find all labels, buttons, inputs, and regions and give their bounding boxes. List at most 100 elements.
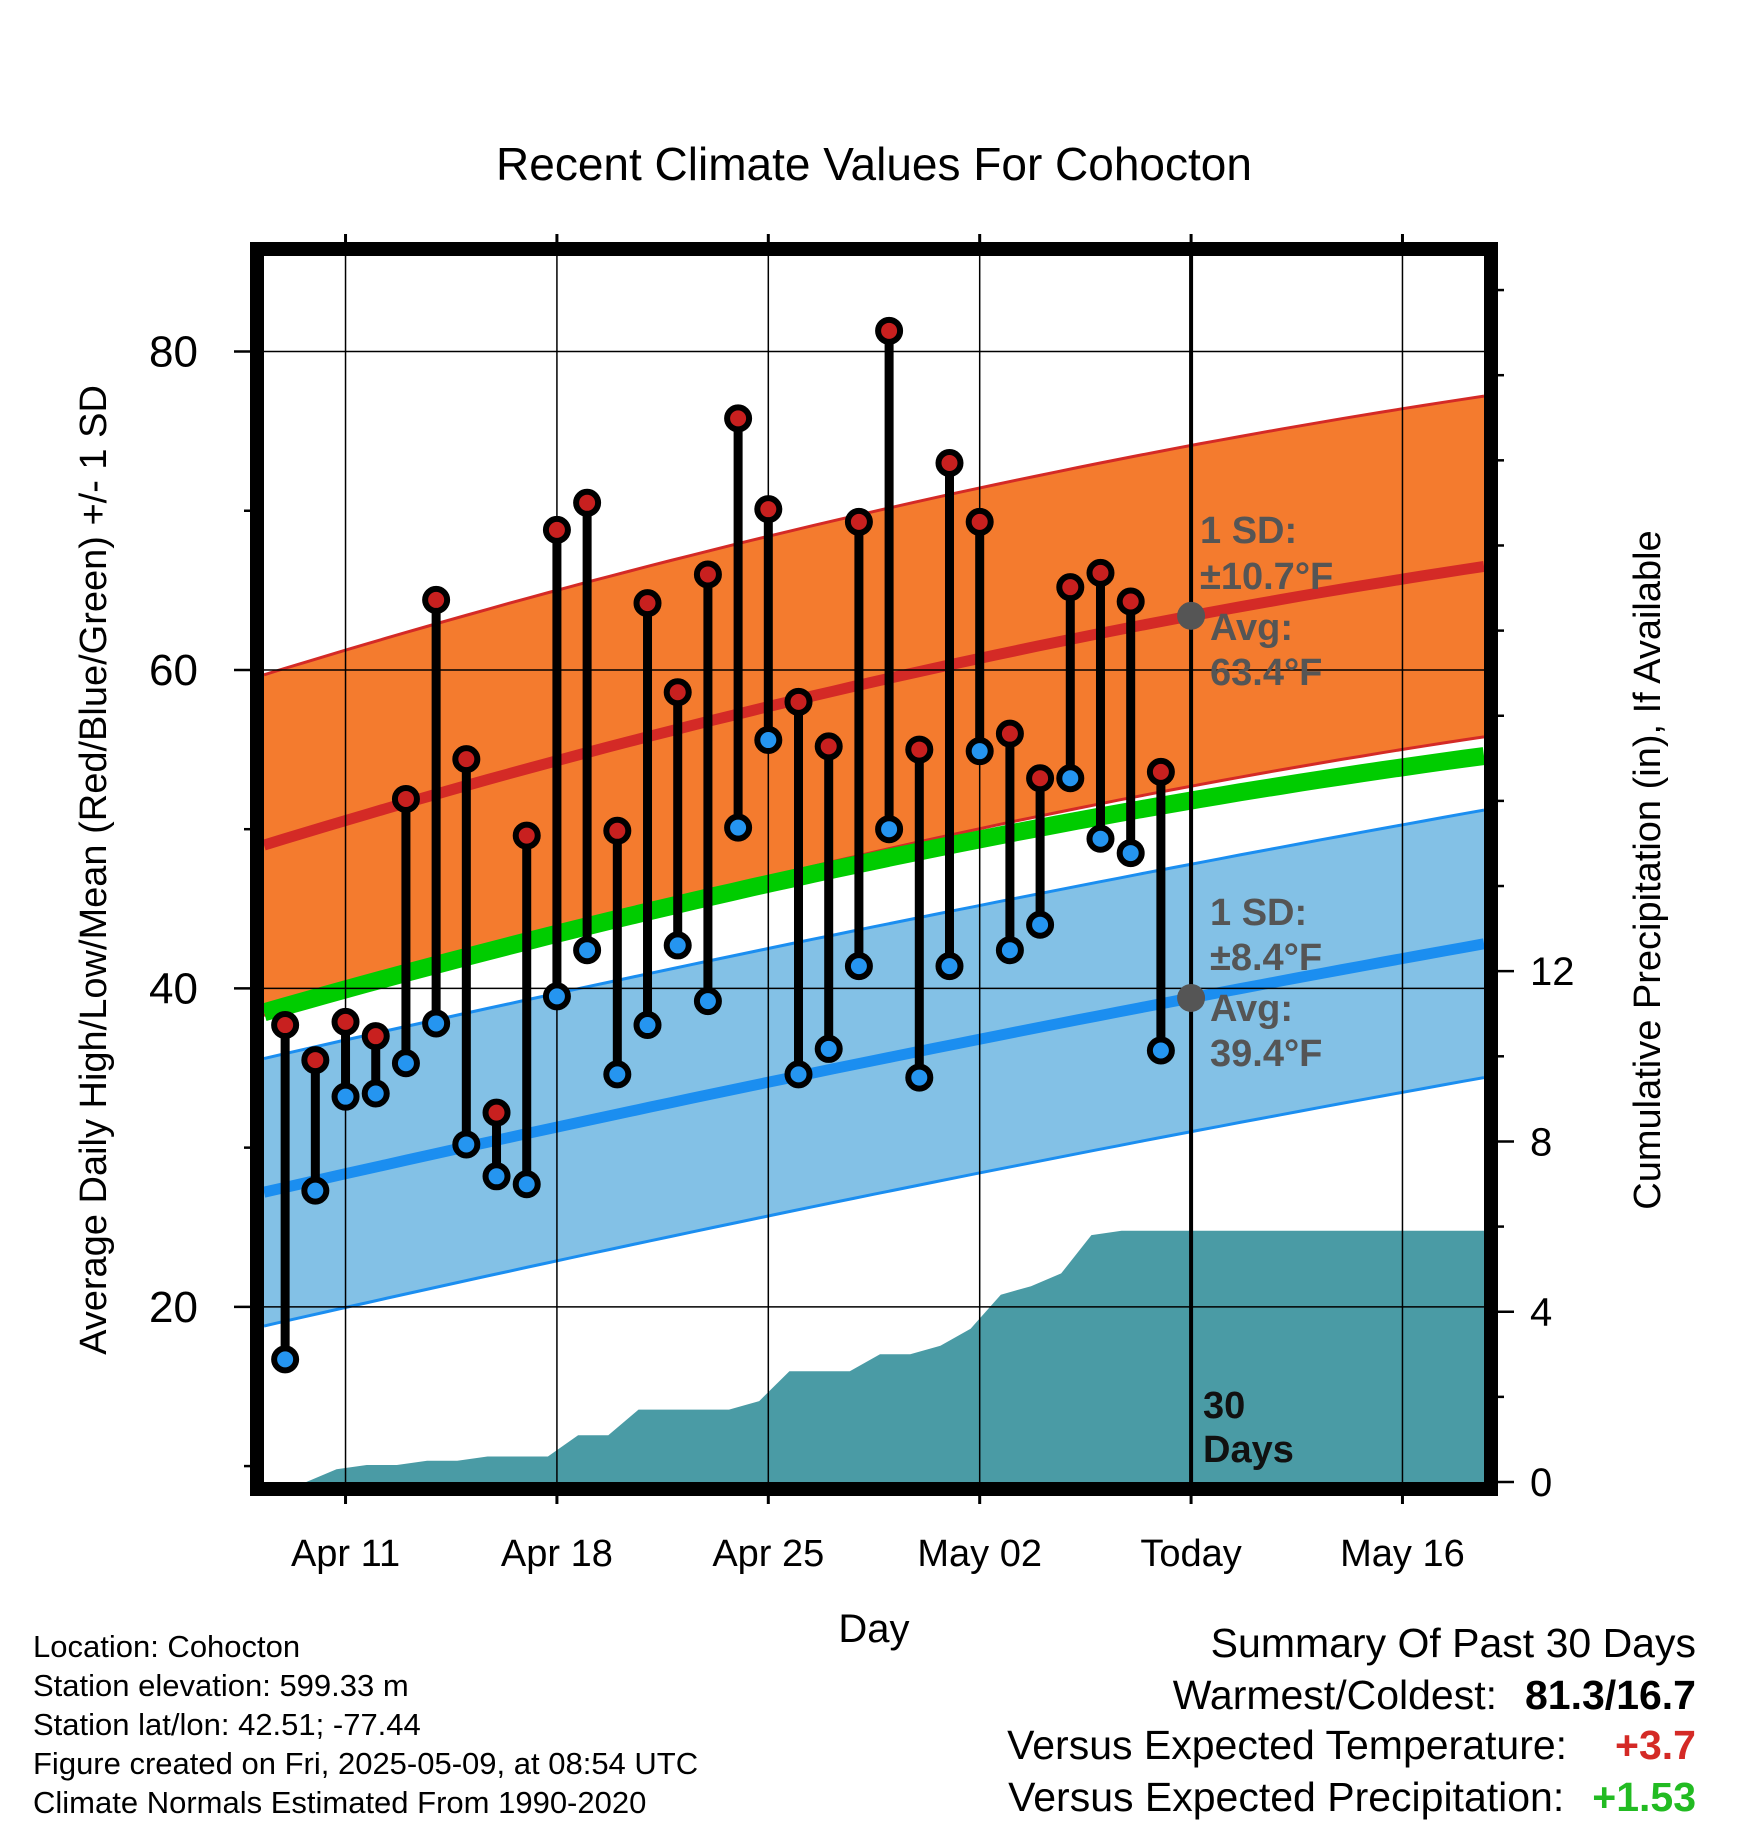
x-tick-label-1: Apr 18 [501,1533,613,1575]
low-marker-10 [542,982,571,1011]
high-marker-28 [1086,558,1115,587]
y-tick-label-1: 40 [149,964,198,1013]
low-avg-label: Avg: [1210,988,1293,1030]
low-marker-18 [784,1060,813,1089]
warm-cold-label: Warmest/Coldest: [1172,1672,1497,1718]
low-marker-27 [1056,764,1085,793]
high-marker-10 [542,515,571,544]
info-created: Figure created on Fri, 2025-05-09, at 08… [33,1746,699,1781]
info-latlon: Station lat/lon: 42.51; -77.44 [33,1707,421,1742]
high-marker-4 [361,1022,390,1051]
days-word: Days [1203,1429,1294,1471]
low-marker-7 [452,1130,481,1159]
low-avg-value: 39.4°F [1210,1033,1322,1075]
x-tick-label-0: Apr 11 [291,1533,400,1575]
info-elevation: Station elevation: 599.33 m [33,1668,409,1703]
info-location: Location: Cohocton [33,1629,301,1664]
plot-frame [250,242,1498,1496]
high-marker-21 [875,316,904,345]
y-axis-label: Average Daily High/Low/Mean (Red/Blue/Gr… [73,385,115,1355]
high-sd-upper-line [264,394,1484,677]
low-marker-6 [422,1009,451,1038]
precip-label: Versus Expected Precipitation: [1008,1774,1565,1820]
high-marker-18 [784,687,813,716]
low-marker-24 [965,737,994,766]
high-marker-6 [422,585,451,614]
y2-tick-label-2: 8 [1530,1120,1552,1164]
low-marker-21 [875,815,904,844]
summary-temperature: Versus Expected Temperature: +3.7 [1007,1722,1696,1769]
y2-tick-label-1: 4 [1530,1291,1552,1335]
high-marker-13 [633,589,662,618]
high-marker-9 [512,821,541,850]
low-marker-20 [844,952,873,981]
high-marker-29 [1116,587,1145,616]
low-sd-value: ±8.4°F [1210,937,1322,979]
y-tick-label-2: 60 [149,646,198,695]
x-axis-label: Day [838,1607,909,1651]
low-marker-3 [331,1082,360,1111]
high-marker-22 [905,735,934,764]
low-marker-9 [512,1170,541,1199]
low-marker-25 [995,936,1024,965]
low-sd-label: 1 SD: [1210,892,1307,934]
high-marker-16 [724,404,753,433]
low-marker-16 [724,813,753,842]
info-normals: Climate Normals Estimated From 1990-2020 [33,1785,647,1820]
high-marker-24 [965,507,994,536]
high-marker-20 [844,507,873,536]
high-marker-25 [995,719,1024,748]
low-marker-30 [1146,1036,1175,1065]
today-high-avg-marker [1177,601,1206,630]
high-marker-27 [1056,573,1085,602]
high-avg-label: Avg: [1210,607,1293,649]
low-marker-1 [271,1345,300,1374]
low-marker-19 [814,1034,843,1063]
high-sd-band [264,396,1484,1016]
low-marker-15 [693,987,722,1016]
high-marker-3 [331,1007,360,1036]
sd-annotations: 1 SD: ±10.7°F Avg: 63.4°F 1 SD: ±8.4°F A… [1200,510,1333,1471]
y2-axis-label: Cumulative Precipitation (in), If Availa… [1627,530,1669,1209]
high-marker-19 [814,732,843,761]
x-tick-label-2: Apr 25 [712,1533,824,1575]
observations [271,316,1206,1374]
high-marker-30 [1146,757,1175,786]
low-marker-17 [754,726,783,755]
low-marker-11 [573,936,602,965]
today-low-avg-marker [1177,983,1206,1012]
plot-area [264,256,1484,1482]
high-marker-7 [452,745,481,774]
summary-precipitation: Versus Expected Precipitation: +1.53 [1008,1774,1696,1821]
temp-label: Versus Expected Temperature: [1007,1722,1568,1768]
x-tick-label-5: May 16 [1340,1533,1465,1575]
high-marker-15 [693,560,722,589]
temp-value: +3.7 [1615,1722,1696,1768]
low-marker-4 [361,1079,390,1108]
low-sd-band [264,810,1484,1326]
x-tick-label-3: May 02 [917,1533,1042,1575]
high-marker-11 [573,488,602,517]
high-marker-5 [391,784,420,813]
high-avg-value: 63.4°F [1210,652,1322,694]
high-marker-23 [935,448,964,477]
high-marker-8 [482,1098,511,1127]
high-marker-17 [754,495,783,524]
precip-area [264,1230,1484,1482]
low-marker-5 [391,1049,420,1078]
y-tick-label-0: 20 [149,1283,198,1332]
low-marker-8 [482,1162,511,1191]
low-marker-28 [1086,824,1115,853]
high-marker-2 [301,1046,330,1075]
low-marker-13 [633,1011,662,1040]
low-marker-2 [301,1176,330,1205]
high-sd-label: 1 SD: [1200,510,1297,552]
low-marker-12 [603,1060,632,1089]
low-marker-14 [663,931,692,960]
summary-warm-cold: Warmest/Coldest: 81.3/16.7 [1173,1672,1696,1719]
summary-title: Summary Of Past 30 Days [1210,1620,1696,1666]
y2-tick-label-3: 12 [1530,950,1575,994]
high-marker-12 [603,816,632,845]
x-tick-label-4: Today [1140,1533,1241,1575]
